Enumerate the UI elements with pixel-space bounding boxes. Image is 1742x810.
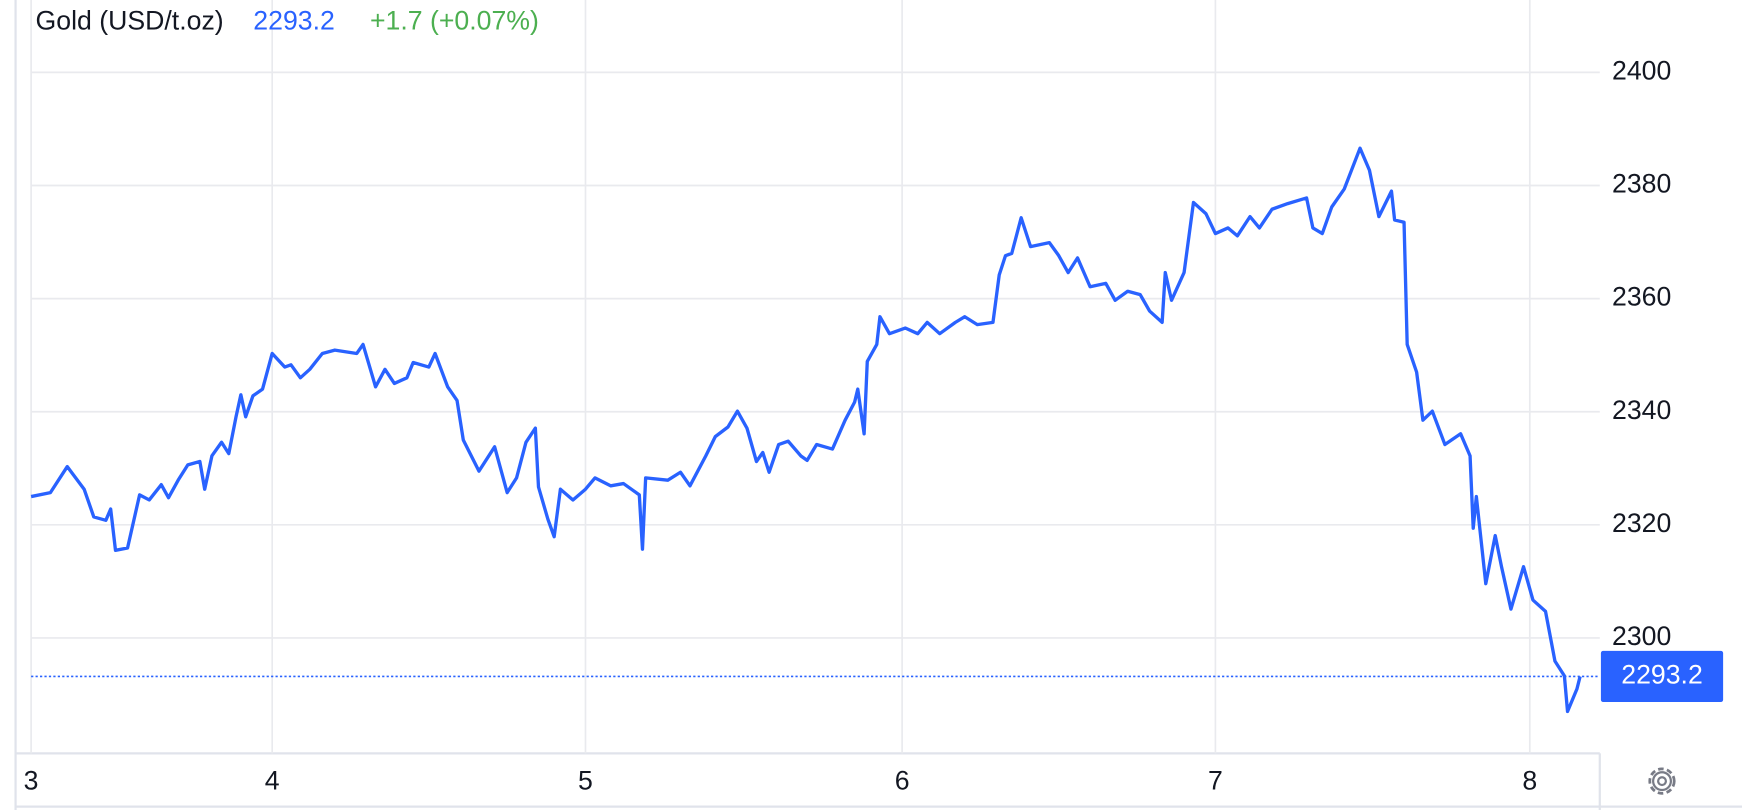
settings-icon[interactable] bbox=[1648, 767, 1676, 795]
x-tick-label: 4 bbox=[265, 765, 280, 795]
y-tick-label: 2380 bbox=[1612, 169, 1671, 199]
x-tick-label: 7 bbox=[1208, 765, 1223, 795]
y-tick-label: 2360 bbox=[1612, 282, 1671, 312]
last-price-tag bbox=[1600, 650, 1724, 702]
last-price-tag-label: 2293.2 bbox=[1621, 659, 1703, 689]
x-tick-label: 5 bbox=[578, 765, 593, 795]
price-line bbox=[30, 146, 1582, 714]
x-tick-label: 6 bbox=[895, 765, 910, 795]
y-tick-label: 2400 bbox=[1612, 55, 1671, 85]
plot bbox=[30, 146, 1600, 714]
grid bbox=[30, 0, 1600, 754]
gear-body bbox=[1652, 771, 1673, 792]
gear-teeth bbox=[1648, 767, 1676, 795]
last-price-header: 2293.2 bbox=[253, 5, 335, 35]
change-label: +1.7 (+0.07%) bbox=[370, 5, 539, 35]
y-tick-label: 2300 bbox=[1612, 621, 1671, 651]
y-tick-label: 2320 bbox=[1612, 508, 1671, 538]
x-tick-label: 8 bbox=[1522, 765, 1537, 795]
x-tick-label: 3 bbox=[24, 765, 39, 795]
y-tick-label: 2340 bbox=[1612, 395, 1671, 425]
chart-title: Gold (USD/t.oz) bbox=[36, 5, 224, 35]
gear-hole bbox=[1657, 776, 1668, 787]
